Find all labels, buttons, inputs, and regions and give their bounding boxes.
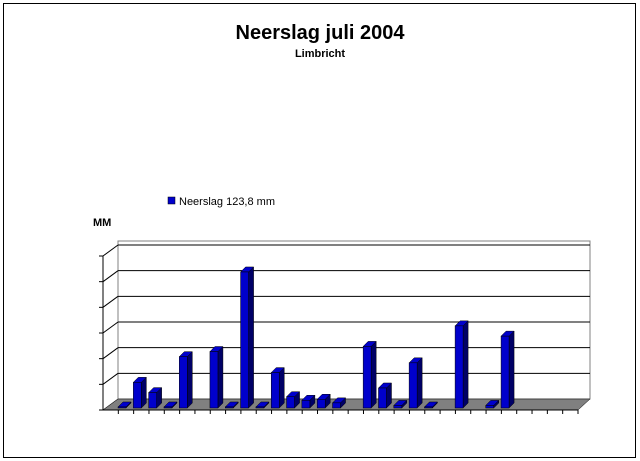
bar-side bbox=[508, 330, 515, 409]
bar-day-5 bbox=[179, 356, 188, 409]
bar-day-1 bbox=[117, 406, 127, 409]
bar-day-17 bbox=[362, 346, 372, 409]
gridline-side bbox=[102, 295, 119, 308]
bar-day-14 bbox=[316, 399, 326, 409]
bar-side bbox=[248, 266, 254, 409]
legend-swatch bbox=[167, 196, 176, 205]
bar-day-12 bbox=[286, 396, 295, 409]
bar-day-15 bbox=[332, 402, 341, 409]
bar-day-2 bbox=[133, 382, 142, 409]
legend-label: Neerslag 123,8 mm bbox=[179, 196, 275, 208]
bar-side bbox=[217, 345, 224, 409]
bar-day-13 bbox=[301, 400, 311, 409]
bar-day-3 bbox=[148, 392, 157, 409]
bar-day-10 bbox=[255, 406, 265, 409]
bar-day-8 bbox=[225, 406, 234, 409]
gridline-side bbox=[102, 270, 119, 283]
bar-day-4 bbox=[163, 406, 173, 409]
bar-day-7 bbox=[209, 351, 219, 409]
bar-side bbox=[278, 366, 285, 409]
bar-side bbox=[416, 357, 423, 409]
chart-title: Neerslag juli 2004 bbox=[236, 22, 406, 44]
bar-day-11 bbox=[270, 372, 280, 409]
bar-side bbox=[370, 340, 377, 409]
gridline-side bbox=[102, 347, 119, 360]
bar-day-18 bbox=[378, 387, 387, 409]
chart-floor bbox=[102, 398, 591, 411]
gridline-side bbox=[102, 244, 119, 257]
bar-day-25 bbox=[485, 405, 494, 409]
bar-day-21 bbox=[424, 406, 433, 409]
bar-day-26 bbox=[500, 335, 510, 409]
bar-side bbox=[462, 320, 469, 409]
gridline-side bbox=[102, 372, 119, 385]
chart-subtitle: Limbricht bbox=[295, 48, 345, 60]
bar-day-23 bbox=[454, 325, 464, 409]
bar-day-19 bbox=[393, 405, 403, 409]
bar-day-20 bbox=[408, 362, 418, 409]
bar-side bbox=[187, 351, 193, 409]
gridline-side bbox=[102, 321, 119, 334]
y-axis-label: MM bbox=[93, 217, 111, 229]
bar-day-9 bbox=[240, 271, 249, 409]
